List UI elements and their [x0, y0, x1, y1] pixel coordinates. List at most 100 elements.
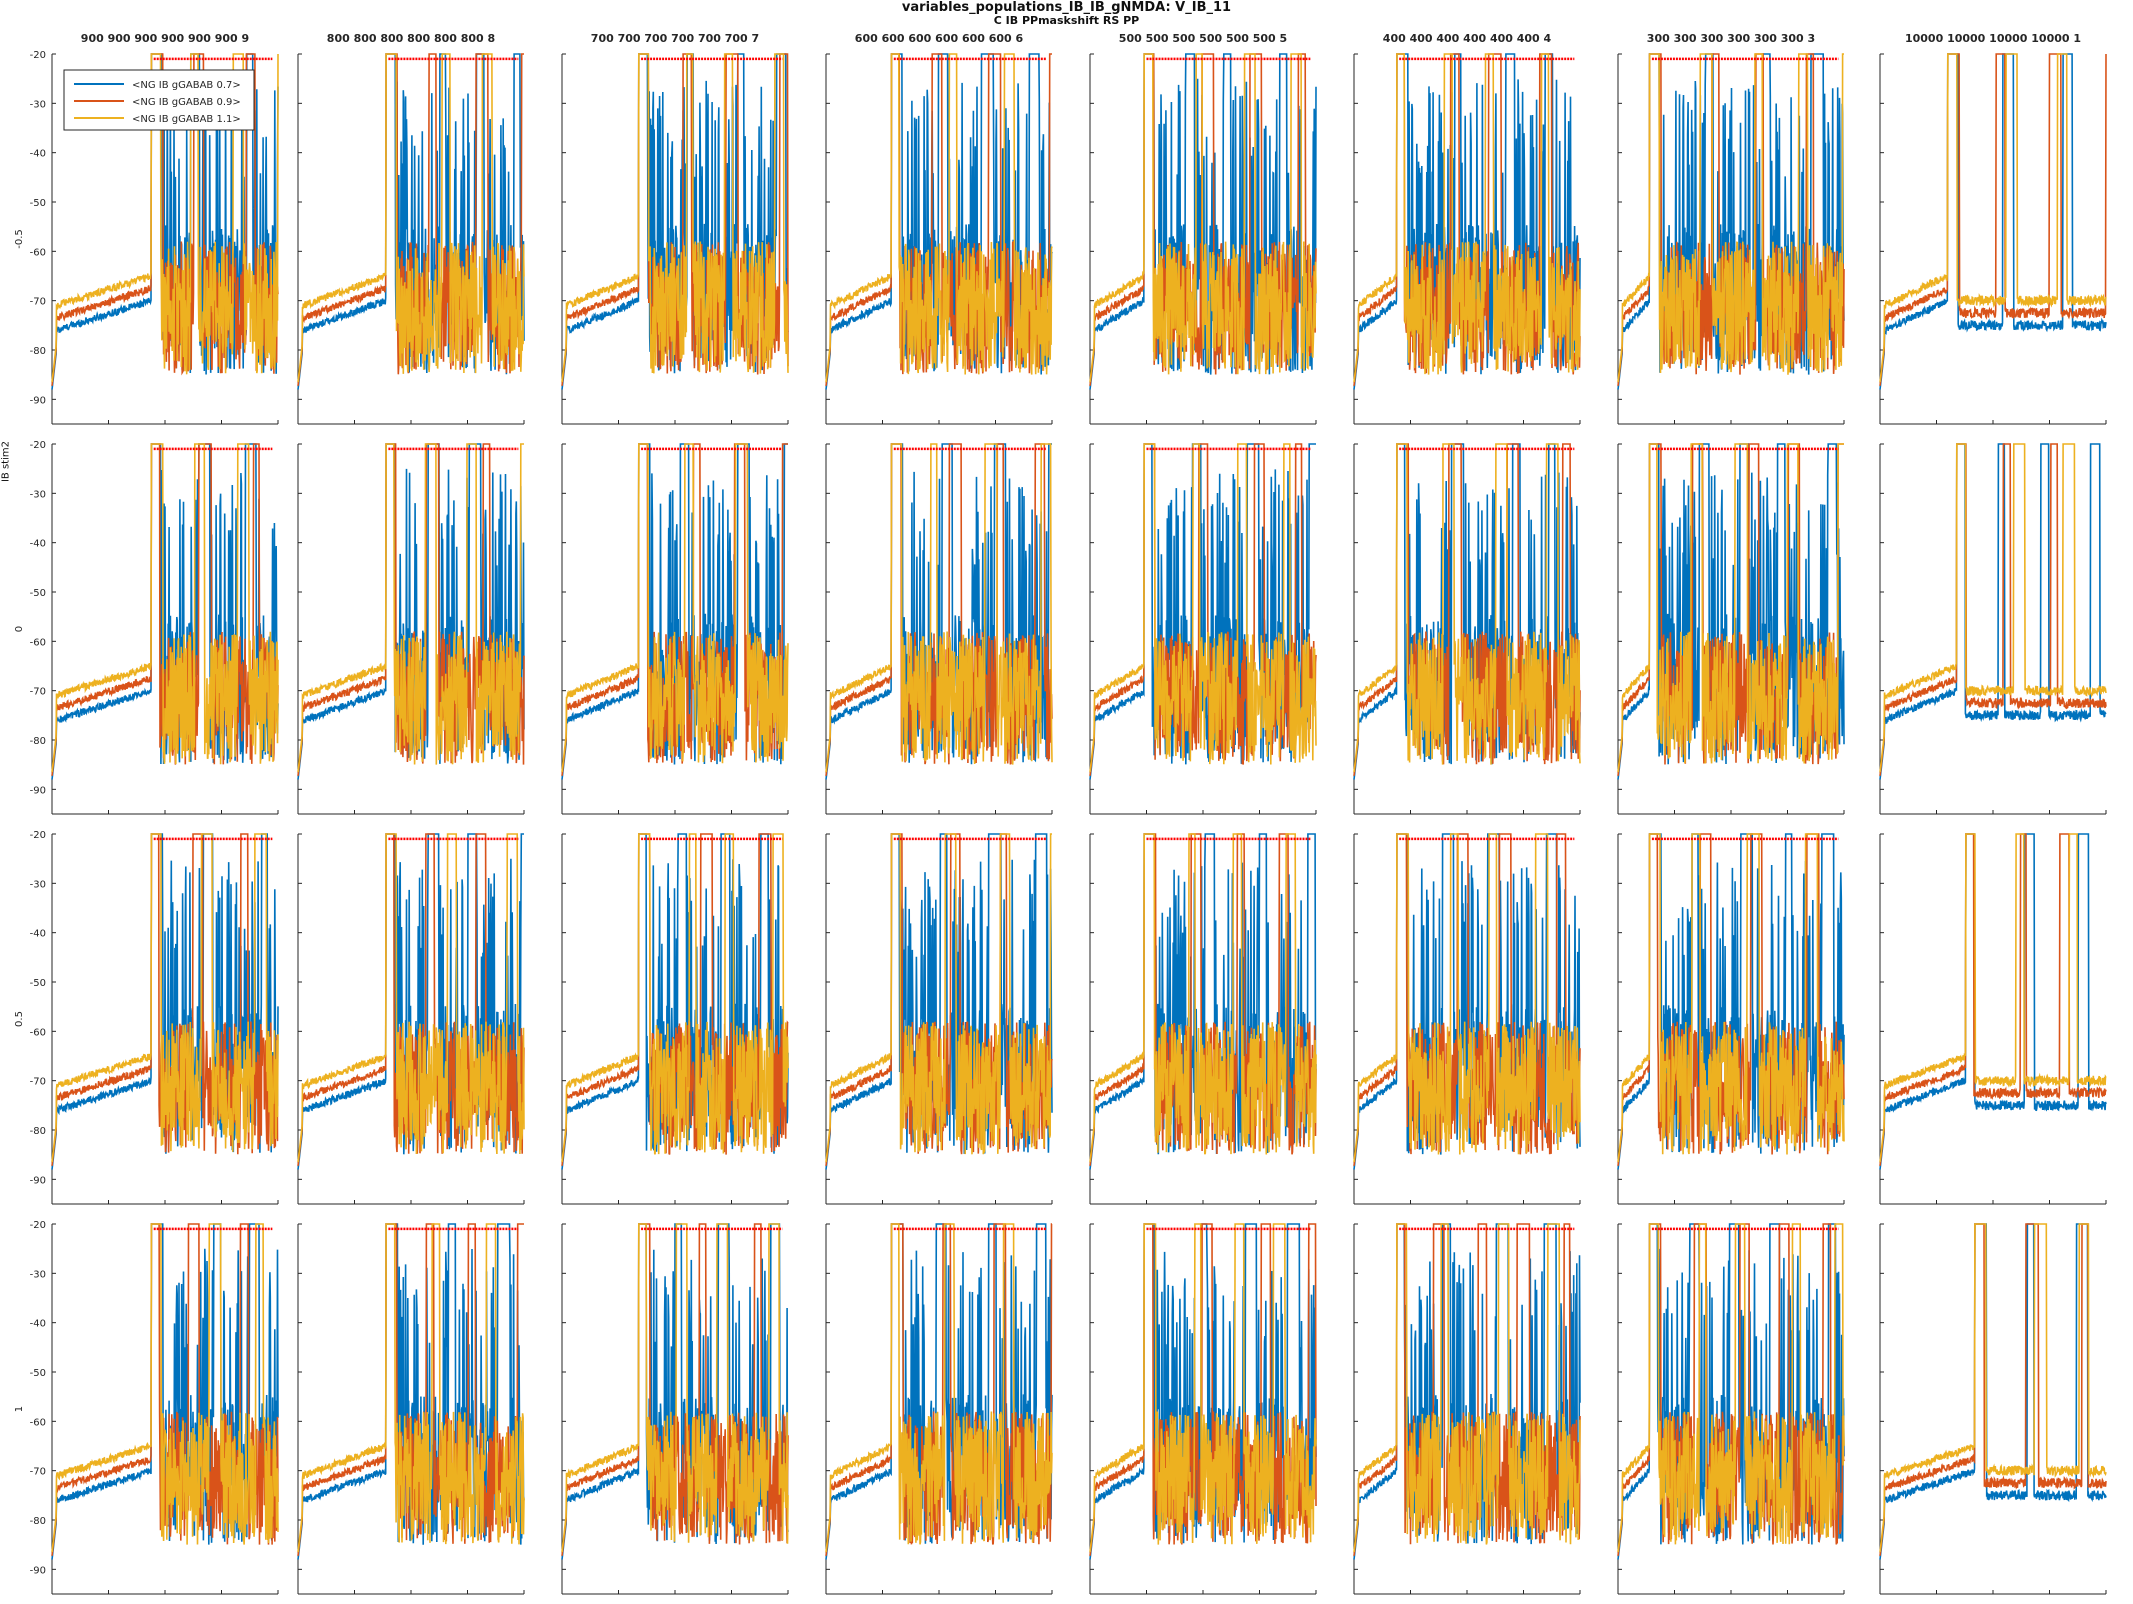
y-tick-label: -60	[30, 1417, 46, 1428]
series-line	[51, 1223, 279, 1556]
series-line	[1617, 1223, 1845, 1553]
series-line	[825, 443, 1053, 773]
series-line	[1879, 833, 2107, 1166]
subplot	[297, 443, 525, 815]
subplot	[1353, 443, 1581, 815]
series-line	[561, 833, 789, 1163]
y-tick-label: -80	[30, 736, 46, 747]
series-line	[1353, 53, 1581, 390]
subplot	[1879, 53, 2107, 425]
figure-subtitle: C IB PPmaskshift RS PP	[993, 14, 1140, 27]
series-line	[1879, 443, 2107, 780]
series-line	[1879, 443, 2107, 773]
y-tick-label: -90	[30, 1565, 46, 1576]
y-tick-label: -60	[30, 637, 46, 648]
series-line	[1617, 53, 1844, 383]
series-line	[1089, 1223, 1317, 1556]
subplot	[561, 833, 789, 1205]
y-tick-label: -20	[30, 1220, 46, 1231]
series-line	[1353, 833, 1581, 1163]
series-line	[561, 1223, 789, 1560]
column-title: 800 800 800 800 800 800 8	[327, 32, 495, 45]
series-line	[561, 443, 789, 773]
y-tick-label: -50	[30, 198, 46, 209]
series-line	[1089, 53, 1317, 383]
subplot: -20 -30 -40 -50 -60 -70 -80 -90	[30, 50, 279, 425]
series-line	[1879, 53, 2107, 383]
subplot: -20 -30 -40 -50 -60 -70 -80 -90	[30, 440, 279, 815]
subplot	[1353, 833, 1581, 1205]
series-line	[1879, 53, 2107, 386]
series-line	[825, 833, 1052, 1163]
series-line	[1879, 833, 2107, 1170]
y-tick-label: -80	[30, 346, 46, 357]
y-tick-label: -20	[30, 50, 46, 61]
y-tick-label: -70	[30, 297, 46, 308]
series-line	[825, 1223, 1053, 1553]
y-tick-label: -70	[30, 687, 46, 698]
subplot	[1879, 833, 2107, 1205]
y-tick-label: -30	[30, 489, 46, 500]
series-line	[1879, 1223, 2107, 1560]
y-tick-label: -40	[30, 929, 46, 940]
series-line	[825, 53, 1053, 383]
y-tick-label: -90	[30, 785, 46, 796]
legend-entry: <NG IB gGABAB 0.9>	[132, 97, 241, 108]
subplot: 0500100015002000	[823, 1223, 1065, 1604]
series-line	[51, 443, 279, 776]
y-tick-label: -90	[30, 1175, 46, 1186]
y-tick-label: -40	[30, 539, 46, 550]
series-line	[1617, 833, 1845, 1163]
subplot	[1089, 833, 1317, 1205]
subplot	[1089, 53, 1317, 425]
subplot	[297, 53, 525, 425]
row-label: 1	[14, 1406, 25, 1412]
y-tick-label: -60	[30, 247, 46, 258]
row-group-label: IB stim2	[0, 441, 12, 483]
y-tick-label: -20	[30, 440, 46, 451]
subplot: 0500100015002000	[1877, 1223, 2119, 1604]
series-line	[561, 443, 788, 780]
y-tick-label: -50	[30, 978, 46, 989]
y-tick-label: -60	[30, 1027, 46, 1038]
series-line	[1353, 53, 1581, 383]
y-tick-label: -30	[30, 99, 46, 110]
subplot: 0500100015002000	[1615, 1223, 1857, 1604]
subplot	[561, 443, 789, 815]
subplot	[297, 833, 525, 1205]
series-line	[51, 53, 279, 383]
series-line	[51, 1223, 279, 1553]
y-tick-label: -80	[30, 1516, 46, 1527]
subplot: -20-30-40-50-60-70-80-900500100015002000	[30, 1220, 291, 1604]
y-tick-label: -90	[30, 395, 46, 406]
column-title: 400 400 400 400 400 400 4	[1383, 32, 1552, 45]
series-line	[1353, 1223, 1581, 1553]
legend: <NG IB gGABAB 0.7> <NG IB gGABAB 0.9> <NG …	[63, 69, 255, 131]
series-line	[1353, 443, 1581, 773]
y-tick-label: -20	[30, 830, 46, 841]
series-line	[51, 443, 279, 780]
column-title: 500 500 500 500 500 500 5	[1119, 32, 1287, 45]
subplot	[1617, 833, 1845, 1205]
series-line	[51, 443, 279, 773]
series-line	[1879, 1223, 2107, 1553]
y-tick-label: -40	[30, 1319, 46, 1330]
y-tick-label: -80	[30, 1126, 46, 1137]
subplot	[1617, 443, 1845, 815]
column-title: 900 900 900 900 900 900 9	[81, 32, 249, 45]
subplot	[1617, 53, 1845, 425]
subplot	[1089, 443, 1317, 815]
series-line	[297, 1223, 525, 1553]
y-tick-label: -30	[30, 879, 46, 890]
column-title: 600 600 600 600 600 600 6	[855, 32, 1024, 45]
series-line	[51, 833, 279, 1163]
row-label: 0	[14, 626, 25, 632]
series-line	[1879, 53, 2107, 390]
series-line	[1089, 833, 1317, 1163]
series-line	[297, 443, 524, 773]
subplot: -20 -30 -40 -50 -60 -70 -80 -90	[30, 830, 279, 1205]
series-line	[561, 1223, 789, 1556]
subplot	[1353, 53, 1581, 425]
